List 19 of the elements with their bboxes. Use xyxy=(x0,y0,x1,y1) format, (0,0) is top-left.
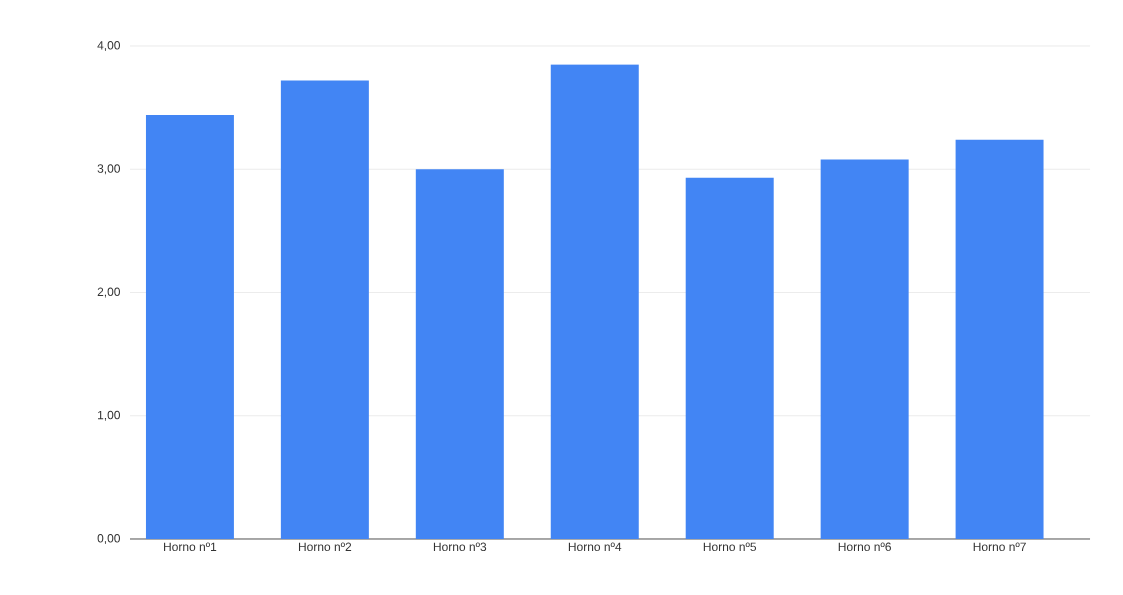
x-tick-label: Horno nº7 xyxy=(973,542,1026,552)
bar xyxy=(280,80,369,539)
bar xyxy=(685,177,774,539)
y-tick-label: 3,00 xyxy=(97,164,121,175)
x-tick-label: Horno nº1 xyxy=(164,542,217,552)
bar xyxy=(145,115,234,539)
x-tick-label: Horno nº2 xyxy=(298,542,352,552)
y-tick-label: 0,00 xyxy=(97,534,121,544)
x-tick-label: Horno nº5 xyxy=(703,542,757,552)
bar xyxy=(415,169,504,539)
bar xyxy=(820,159,909,539)
y-tick-label: 4,00 xyxy=(97,41,121,51)
bar xyxy=(955,139,1044,539)
x-tick-label: Horno nº4 xyxy=(568,542,622,552)
x-tick-label: Horno nº6 xyxy=(838,542,891,552)
y-tick-label: 2,00 xyxy=(97,287,121,298)
y-tick-label: 1,00 xyxy=(98,410,121,421)
x-tick-label: Horno nº3 xyxy=(433,542,487,552)
bar xyxy=(550,64,639,539)
